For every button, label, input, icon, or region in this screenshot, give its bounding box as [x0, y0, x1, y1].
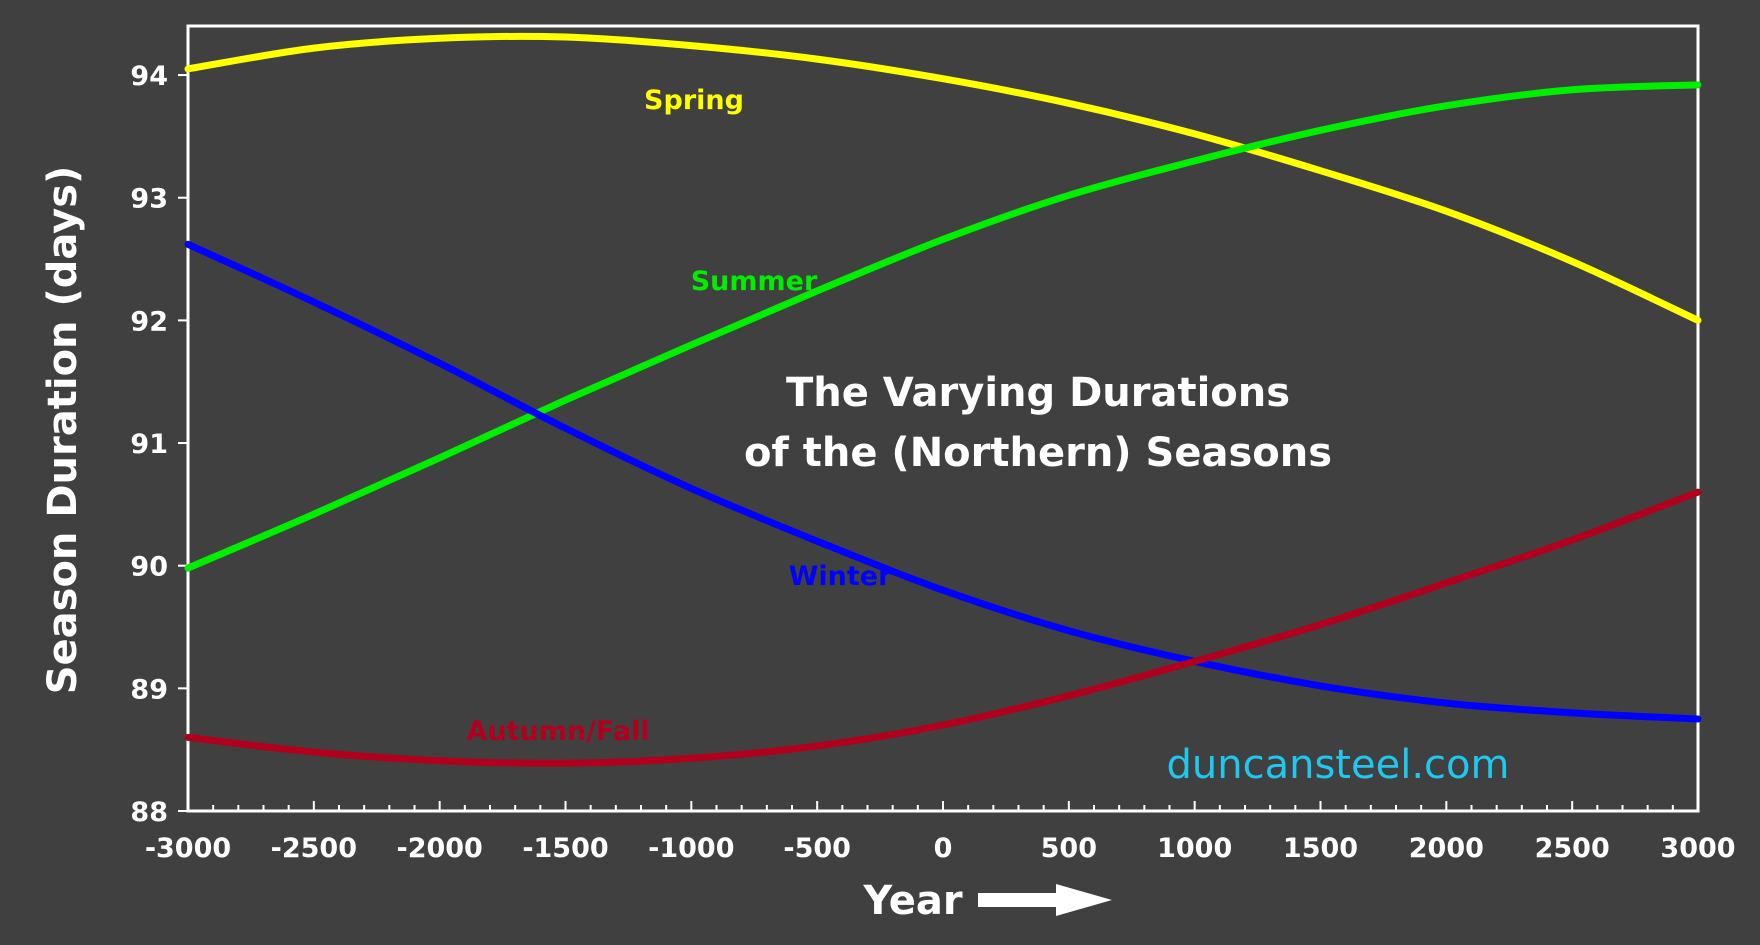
series-label-autumn: Autumn/Fall	[466, 716, 649, 747]
series-line-winter	[184, 240, 1702, 723]
series-label-spring: Spring	[644, 85, 744, 116]
x-tick-label: -2500	[271, 833, 357, 864]
plot-frame	[186, 24, 1700, 813]
y-tick-label: 92	[130, 306, 168, 337]
series-line-autumn-fall	[184, 488, 1702, 767]
series-line-summer	[184, 81, 1702, 572]
x-tick-label: 2500	[1535, 833, 1610, 864]
plot-area	[186, 24, 1700, 813]
chart-title-line-2: of the (Northern) Seasons	[744, 430, 1332, 476]
x-axis-title: Year	[862, 878, 962, 924]
x-tick-label: -500	[783, 833, 851, 864]
x-tick-label: 3000	[1660, 833, 1735, 864]
series-line-spring	[184, 32, 1702, 324]
series-lines	[184, 32, 1702, 767]
x-axis-arrow-icon	[978, 884, 1112, 916]
y-tick-label: 89	[130, 674, 168, 705]
x-tick-label: 500	[1041, 833, 1097, 864]
y-tick-label: 88	[130, 797, 168, 828]
x-tick-label: 1500	[1283, 833, 1358, 864]
x-tick-label: -3000	[145, 833, 231, 864]
x-tick-label: -2000	[396, 833, 482, 864]
axes: -3000 -2500 -2000 -1500 -1000 -500 0 500 1000 150…	[130, 61, 1735, 864]
x-tick-label: -1000	[648, 833, 734, 864]
x-tick-label: -1500	[522, 833, 608, 864]
x-tick-label: 0	[934, 833, 953, 864]
y-tick-label: 90	[130, 552, 168, 583]
x-tick-label: 1000	[1157, 833, 1232, 864]
watermark-text: duncansteel.com	[1167, 742, 1510, 788]
y-axis-title: Season Duration (days)	[40, 166, 86, 695]
y-tick-label: 91	[130, 429, 168, 460]
series-label-winter: Winter	[789, 561, 892, 592]
y-tick-label: 93	[130, 184, 168, 215]
series-label-summer: Summer	[691, 266, 818, 297]
y-tick-label: 94	[130, 61, 168, 92]
chart-title-line-1: The Varying Durations	[786, 370, 1290, 416]
x-tick-label: 2000	[1409, 833, 1484, 864]
